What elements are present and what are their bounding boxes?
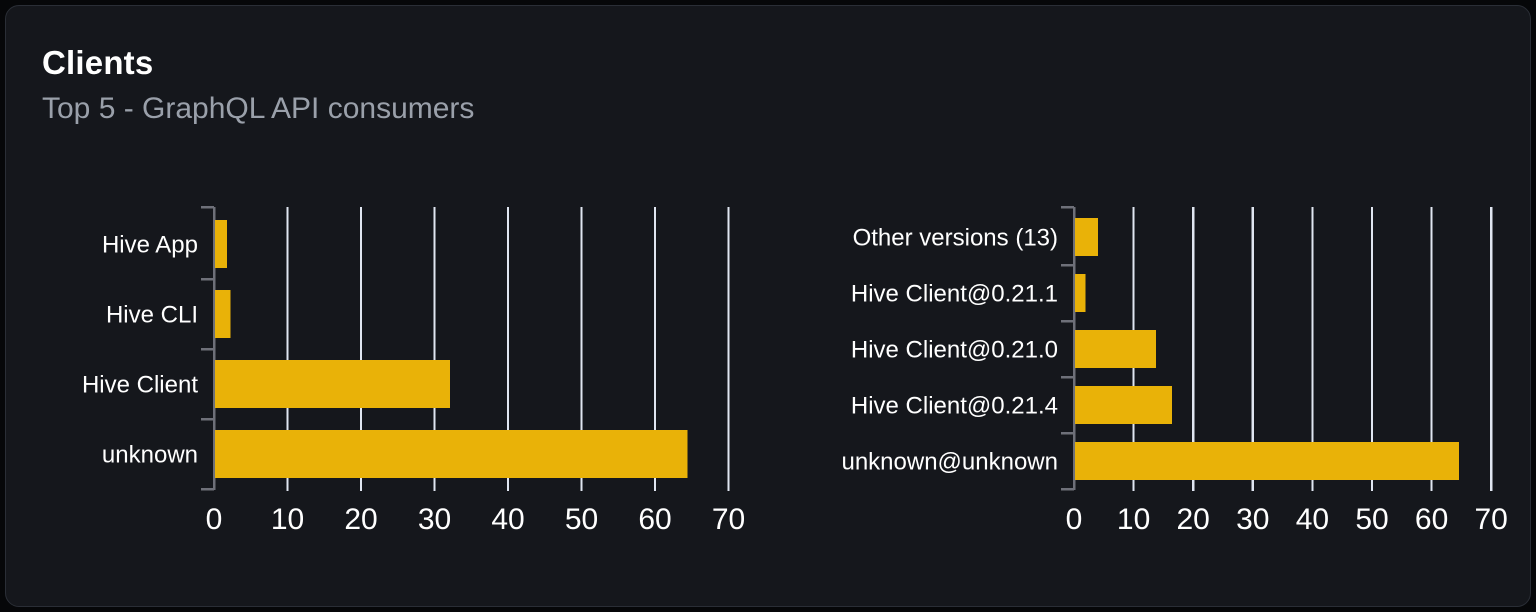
category-label: Hive Client [82, 372, 198, 399]
x-tick-label: 70 [712, 503, 745, 536]
bar[interactable] [1075, 441, 1459, 481]
category-label: unknown [102, 442, 198, 469]
x-tick-label: 60 [638, 503, 671, 536]
category-label: Hive Client@0.21.1 [851, 281, 1058, 308]
x-tick-label: 40 [1296, 503, 1329, 536]
x-tick-label: 30 [1236, 503, 1269, 536]
bar[interactable] [215, 290, 231, 338]
category-label: Hive Client@0.21.0 [851, 337, 1058, 364]
bar-chart-right[interactable]: Other versions (13) Hive Client@0.21.1 Hiv… [841, 205, 1508, 536]
category-label: Hive Client@0.21.4 [851, 393, 1058, 420]
panel-subtitle: Top 5 - GraphQL API consumers [42, 92, 475, 125]
clients-panel-card [5, 5, 1531, 607]
bar[interactable] [215, 220, 227, 268]
bar[interactable] [1075, 329, 1157, 369]
bar[interactable] [215, 360, 451, 408]
x-tick-label: 60 [1415, 503, 1448, 536]
x-tick-label: 0 [206, 503, 223, 536]
category-label: Other versions (13) [853, 225, 1058, 252]
x-tick-label: 0 [1066, 503, 1083, 536]
x-tick-label: 70 [1475, 503, 1508, 536]
x-tick-label: 20 [344, 503, 377, 536]
x-tick-label: 30 [418, 503, 451, 536]
x-tick-label: 50 [1355, 503, 1388, 536]
bar[interactable] [215, 430, 688, 478]
category-label: Hive CLI [106, 302, 198, 329]
x-tick-label: 10 [1117, 503, 1150, 536]
x-tick-label: 50 [565, 503, 598, 536]
bar[interactable] [1075, 385, 1173, 425]
bar[interactable] [1075, 273, 1086, 313]
x-tick-label: 40 [491, 503, 524, 536]
panel-title: Clients [42, 44, 154, 81]
x-tick-label: 20 [1177, 503, 1210, 536]
x-tick-label: 10 [271, 503, 304, 536]
bar-chart-left[interactable]: Hive App Hive CLI Hive Client unknown 0 10 20 3… [82, 205, 745, 536]
bar[interactable] [1075, 217, 1099, 257]
category-label: Hive App [102, 232, 198, 259]
category-label: unknown@unknown [841, 449, 1058, 476]
